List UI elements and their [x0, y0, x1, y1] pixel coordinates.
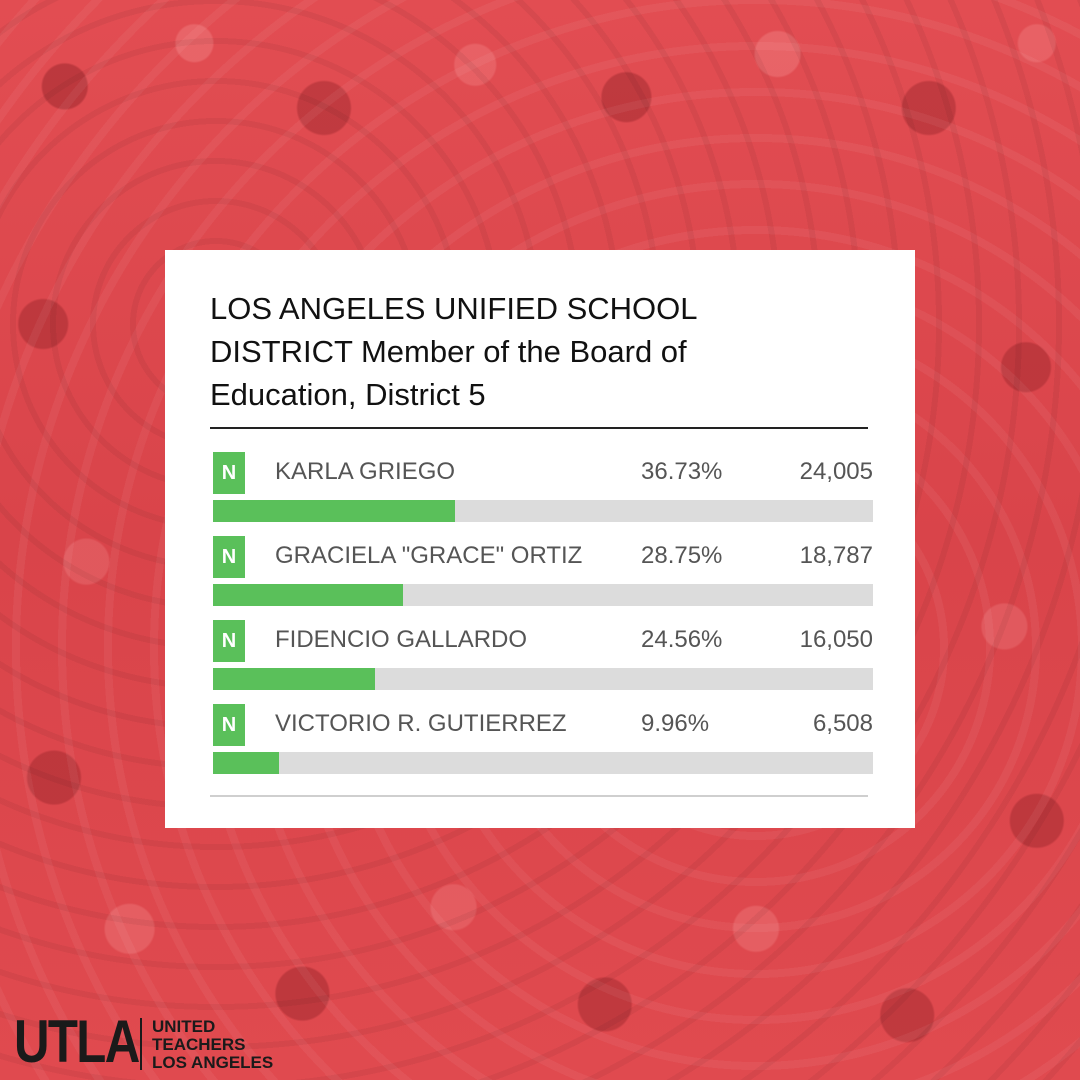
vote-percentage: 36.73% [641, 458, 723, 485]
candidate-row: N VICTORIO R. GUTIERREZ 9.96% 6,508 [213, 704, 873, 790]
vote-percentage: 28.75% [641, 542, 723, 569]
bar-track [213, 500, 873, 522]
candidate-row: N KARLA GRIEGO 36.73% 24,005 [213, 452, 873, 538]
candidate-row: N FIDENCIO GALLARDO 24.56% 16,050 [213, 620, 873, 706]
candidate-name: GRACIELA "GRACE" ORTIZ [275, 542, 583, 569]
bar-fill [213, 500, 456, 522]
vote-percentage: 9.96% [641, 710, 710, 737]
nonpartisan-badge: N [213, 452, 245, 494]
bar-track [213, 584, 873, 606]
bar-track [213, 752, 873, 774]
nonpartisan-badge: N [213, 704, 245, 746]
candidate-name: FIDENCIO GALLARDO [275, 626, 528, 653]
logo-line-united: UNITED [152, 1017, 216, 1036]
vote-percentage: 24.56% [641, 626, 723, 653]
vote-count: 6,508 [812, 710, 873, 737]
chart-title: LOS ANGELES UNIFIED SCHOOL DISTRICT Memb… [210, 291, 697, 412]
logo-line-los-angeles: LOS ANGELES [152, 1053, 274, 1072]
nonpartisan-badge: N [213, 620, 245, 662]
candidate-row: N GRACIELA "GRACE" ORTIZ 28.75% 18,787 [213, 536, 873, 622]
logo-mark: UTLA [14, 1008, 140, 1075]
title-divider [210, 427, 868, 429]
bar-track [213, 668, 873, 690]
vote-count: 24,005 [799, 458, 873, 485]
bar-fill [213, 752, 279, 774]
candidate-name: KARLA GRIEGO [275, 458, 456, 485]
results-card: LOS ANGELES UNIFIED SCHOOL DISTRICT Memb… [165, 250, 915, 828]
logo-line-teachers: TEACHERS [152, 1035, 246, 1054]
vote-count: 16,050 [799, 626, 873, 653]
candidate-name: VICTORIO R. GUTIERREZ [275, 710, 567, 737]
bottom-divider [210, 795, 868, 797]
vote-count: 18,787 [799, 542, 873, 569]
bar-fill [213, 668, 376, 690]
bar-fill [213, 584, 403, 606]
nonpartisan-badge: N [213, 536, 245, 578]
logo-divider [140, 1018, 142, 1070]
